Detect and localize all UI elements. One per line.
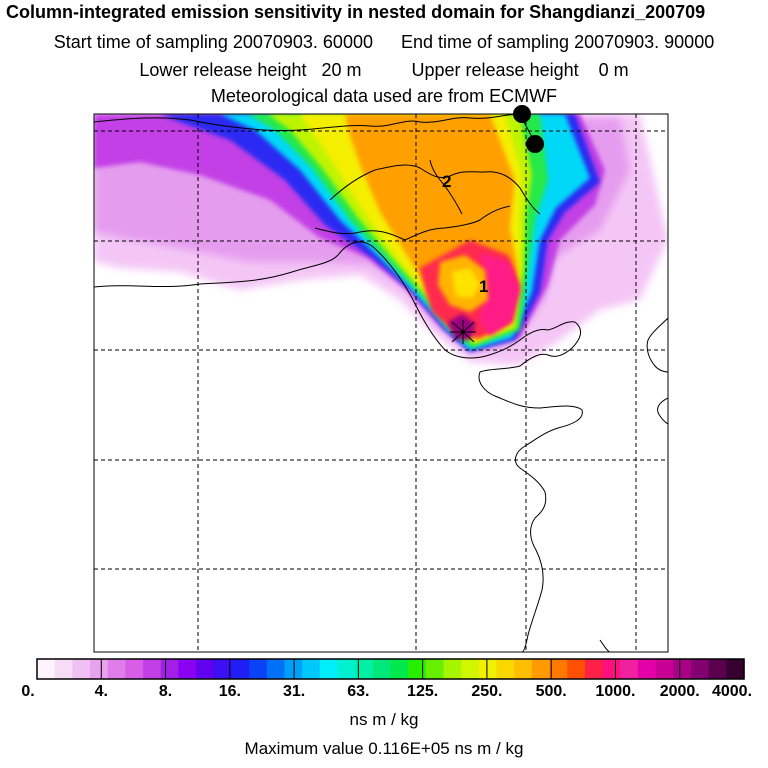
colorbar-swatch (372, 659, 392, 679)
colorbar-swatch (390, 659, 409, 679)
colorbar-tick-label: 125. (407, 683, 439, 700)
sampling-time-line: Start time of sampling 20070903. 60000 En… (0, 32, 768, 53)
colorbar-tick-label: 250. (471, 683, 503, 700)
colorbar-swatch (478, 659, 498, 679)
position-label-1: 1 (479, 277, 488, 296)
contour-level-peak (448, 314, 476, 340)
colorbar-swatch (231, 659, 250, 679)
coastlines (94, 114, 668, 652)
met-data-label: Meteorological data used are from ECMWF (210, 86, 558, 106)
colorbar-swatch (620, 659, 639, 679)
sensitivity-field (94, 114, 668, 365)
colorbar-swatch (708, 659, 727, 679)
colorbar-tick-label: 8. (158, 683, 173, 700)
colorbar-swatch (549, 659, 568, 679)
colorbar-swatch (408, 659, 427, 679)
border-north-2 (329, 164, 541, 215)
colorbar-swatch (284, 659, 303, 679)
colorbar-tick-label: 4000. (711, 683, 753, 700)
colorbar-tick-label: 31. (282, 683, 306, 700)
colorbar-swatch (443, 659, 462, 679)
colorbar-swatch (302, 659, 321, 679)
colorbar-frame (36, 658, 745, 680)
colorbar-swatch (125, 659, 144, 679)
colorbar-swatch (602, 659, 621, 679)
colorbar-tick-label: 500. (535, 683, 567, 700)
colorbar-swatch (107, 659, 126, 679)
border-inner (429, 159, 463, 215)
colorbar-swatch (567, 659, 586, 679)
colorbar-tick-label: 16. (218, 683, 241, 700)
colorbar-swatch (266, 659, 286, 679)
contour-level-yellow-inner (452, 268, 480, 298)
taiwan-strait (599, 639, 611, 652)
colorbar-swatch (337, 659, 356, 679)
colorbar-swatch (496, 659, 515, 679)
colorbar-swatch (514, 659, 533, 679)
coastline-north (94, 241, 576, 359)
colorbar-swatch (355, 659, 374, 679)
colorbar-tick-label: 1000. (595, 683, 636, 700)
colorbar-swatch (584, 659, 604, 679)
colorbar-units: ns m / kg (349, 710, 419, 729)
position-label-2: 2 (442, 172, 451, 191)
colorbar-swatch (425, 659, 445, 679)
colorbar-swatch (72, 659, 91, 679)
colorbar-swatch (90, 659, 109, 679)
colorbar-swatch (196, 659, 215, 679)
coastline-korea (646, 317, 668, 373)
coastline-korea-south (657, 397, 668, 425)
colorbar (37, 659, 745, 679)
upper-release-label: Upper release height 0 m (411, 60, 629, 80)
release-site-marker (450, 320, 476, 344)
colorbar-tick-label: 63. (347, 683, 370, 700)
end-time-label: End time of sampling 20070903. 90000 (400, 32, 715, 52)
colorbar-swatch (690, 659, 710, 679)
station-dot-2 (526, 135, 544, 153)
colorbar-swatch (673, 659, 692, 679)
colorbar-tick-label: 4. (94, 683, 108, 700)
chart-title: Column-integrated emission sensitivity i… (6, 2, 706, 22)
colorbar-swatch (319, 659, 339, 679)
colorbar-swatch (37, 659, 56, 679)
colorbar-swatch (178, 659, 197, 679)
colorbar-swatch (54, 659, 73, 679)
colorbar-swatch (461, 659, 480, 679)
colorbar-swatch (726, 659, 745, 679)
map-frame (93, 113, 669, 653)
colorbar-swatch (160, 659, 180, 679)
map-grid (94, 114, 668, 652)
colorbar-swatch (531, 659, 551, 679)
contour-level-magenta (478, 252, 520, 336)
border-mid (314, 205, 511, 241)
colorbar-swatch (249, 659, 268, 679)
release-height-line: Lower release height 20 m Upper release h… (0, 60, 768, 81)
colorbar-tick-label: 0. (21, 683, 35, 700)
colorbar-swatch (143, 659, 162, 679)
coastline-east (478, 321, 583, 652)
colorbar-swatch (637, 659, 657, 679)
border-north-1 (94, 114, 521, 132)
colorbar-swatch (655, 659, 674, 679)
lower-release-label: Lower release height 20 m (139, 60, 362, 80)
colorbar-tick-label: 2000. (659, 683, 700, 700)
colorbar-swatch (213, 659, 233, 679)
maximum-value-label: Maximum value 0.116E+05 ns m / kg (244, 739, 524, 758)
start-time-label: Start time of sampling 20070903. 60000 (53, 32, 373, 52)
